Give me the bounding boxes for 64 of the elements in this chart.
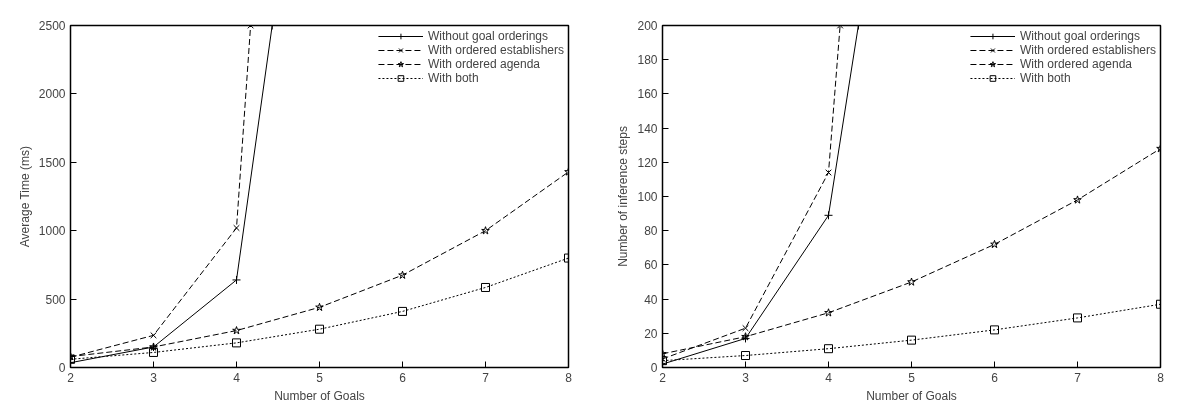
- legend-label: With both: [427, 71, 479, 85]
- point: [824, 308, 833, 317]
- y-tick-label: 2500: [38, 19, 66, 33]
- y-tick-label: 60: [644, 258, 658, 273]
- x-axis-title: Number of Goals: [866, 388, 957, 403]
- y-tick-label: 1500: [38, 155, 66, 170]
- point: [232, 326, 241, 335]
- point: [990, 239, 999, 249]
- x-tick-label: 5: [316, 370, 324, 385]
- y-tick-label: 120: [637, 155, 658, 170]
- y-tick-label: 40: [644, 292, 658, 307]
- point: [907, 277, 916, 286]
- point: [990, 325, 999, 335]
- y-tick-label: 200: [637, 19, 658, 33]
- x-tick-label: 8: [565, 370, 573, 385]
- x-tick-label: 2: [659, 370, 667, 385]
- legend-label: With ordered establishers: [1019, 43, 1156, 57]
- y-tick-label: 2000: [38, 87, 66, 102]
- legend-label: Without goal orderings: [427, 29, 549, 43]
- x-tick-label: 6: [399, 370, 407, 385]
- y-tick-label: 100: [637, 190, 658, 204]
- x-tick-label: 8: [1157, 370, 1165, 385]
- point: [1073, 313, 1082, 323]
- x-tick-label: 4: [825, 370, 833, 385]
- x-tick-label: 2: [67, 370, 75, 385]
- point: [233, 224, 240, 232]
- x-tick-label: 7: [482, 370, 490, 385]
- y-tick-label: 500: [45, 292, 66, 307]
- y-tick-label: 180: [637, 53, 658, 68]
- x-tick-label: 4: [233, 370, 241, 385]
- point: [315, 324, 324, 334]
- point: [232, 338, 241, 348]
- point: [907, 335, 916, 345]
- y-tick-label: 0: [58, 361, 66, 375]
- point: [315, 302, 324, 312]
- y-tick-label: 140: [637, 121, 658, 136]
- x-axis-title: Number of Goals: [274, 388, 365, 403]
- x-tick-label: 3: [150, 370, 158, 385]
- y-axis-title: Average Time (ms): [17, 146, 32, 248]
- legend-label: With ordered agenda: [427, 57, 541, 71]
- point: [481, 282, 490, 292]
- point: [1073, 195, 1082, 204]
- point: [824, 344, 833, 354]
- point: [398, 270, 407, 279]
- point: [149, 347, 158, 357]
- point: [742, 324, 749, 332]
- x-tick-label: 3: [742, 370, 750, 385]
- y-tick-label: 80: [644, 224, 658, 239]
- y-tick-label: 1000: [38, 224, 66, 239]
- x-tick-label: 5: [908, 370, 916, 385]
- x-tick-label: 6: [991, 370, 999, 385]
- legend-label: Without goal orderings: [1019, 29, 1141, 43]
- point: [150, 332, 157, 339]
- legend-label: With ordered agenda: [1019, 57, 1133, 71]
- point: [741, 351, 750, 361]
- legend-label: With ordered establishers: [427, 43, 564, 57]
- point: [481, 226, 490, 235]
- y-tick-label: 160: [637, 87, 658, 102]
- y-tick-label: 20: [644, 326, 658, 341]
- y-axis-title: Number of inference steps: [616, 126, 631, 267]
- y-tick-label: 0: [650, 361, 658, 375]
- x-tick-label: 7: [1074, 370, 1082, 385]
- legend-label: With both: [1019, 71, 1071, 85]
- point: [398, 306, 407, 316]
